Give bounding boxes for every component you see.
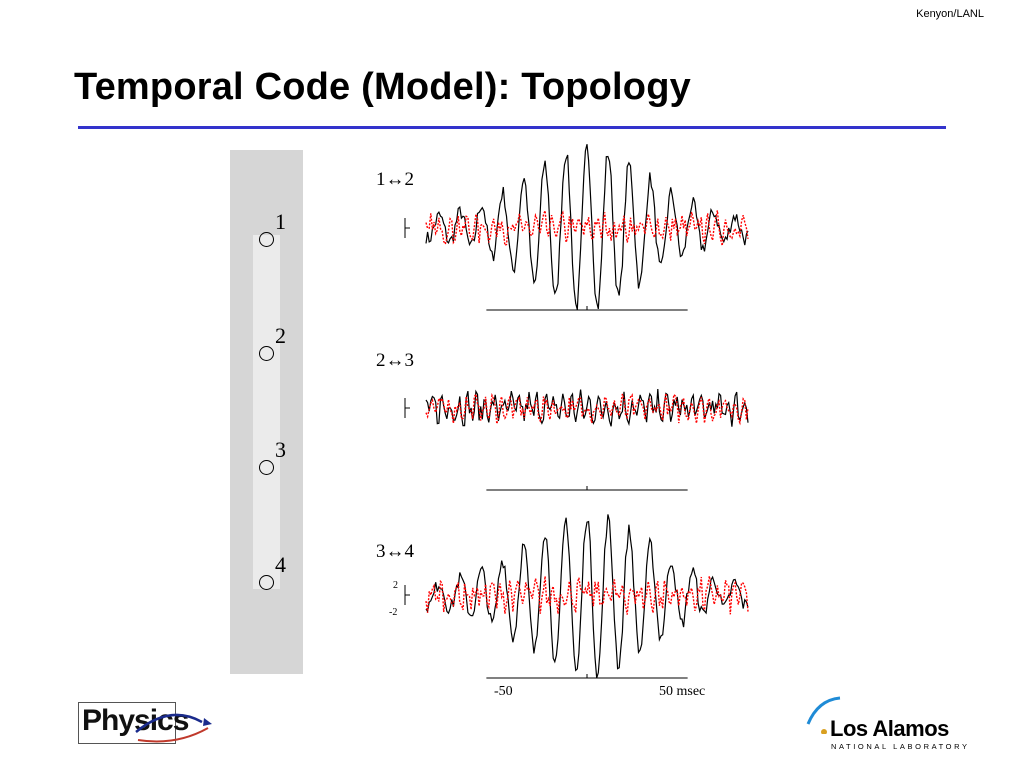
node-1-label: 1	[275, 209, 286, 234]
y-scale-bar-1	[404, 218, 410, 238]
node-4-circle	[259, 575, 274, 590]
node-3-label: 3	[275, 437, 286, 462]
lanl-name: Los Alamos	[830, 716, 949, 741]
atom-swoosh-icon	[806, 696, 841, 734]
title-rule	[78, 126, 946, 129]
node-1-circle	[259, 232, 274, 247]
trace-3-solid	[425, 514, 749, 679]
trace-label-1-2: 1↔2	[376, 169, 414, 190]
physics-logo: Physics	[78, 702, 214, 748]
trace-2-solid	[425, 389, 749, 427]
node-4-label: 4	[275, 552, 286, 577]
y-scale-top-label: 2	[393, 580, 398, 591]
credit-text: Kenyon/LANL	[916, 8, 984, 20]
lanl-subtitle: NATIONAL LABORATORY	[831, 742, 970, 751]
slide-title: Temporal Code (Model): Topology	[74, 66, 691, 108]
trace-3-dotted	[425, 575, 749, 615]
los-alamos-logo: Los Alamos NATIONAL LABORATORY	[804, 690, 967, 754]
y-scale-bar-3	[404, 585, 410, 605]
node-3-circle	[259, 460, 274, 475]
x-tick-label-max: 50 msec	[659, 684, 706, 699]
trace-label-2-3: 2↔3	[376, 350, 414, 371]
physics-swoosh-icon	[135, 713, 212, 743]
x-tick-label-min: -50	[494, 684, 513, 699]
node-2-circle	[259, 346, 274, 361]
trace-label-3-4: 3↔4	[376, 541, 414, 562]
trace-1-solid	[425, 144, 749, 310]
y-scale-bottom-label: -2	[389, 607, 398, 618]
trace-2-dotted	[425, 392, 749, 426]
physics-logo-frame	[78, 702, 176, 744]
y-scale-bar-2	[404, 398, 410, 418]
topology-chain	[253, 235, 280, 589]
node-2-label: 2	[275, 323, 286, 348]
